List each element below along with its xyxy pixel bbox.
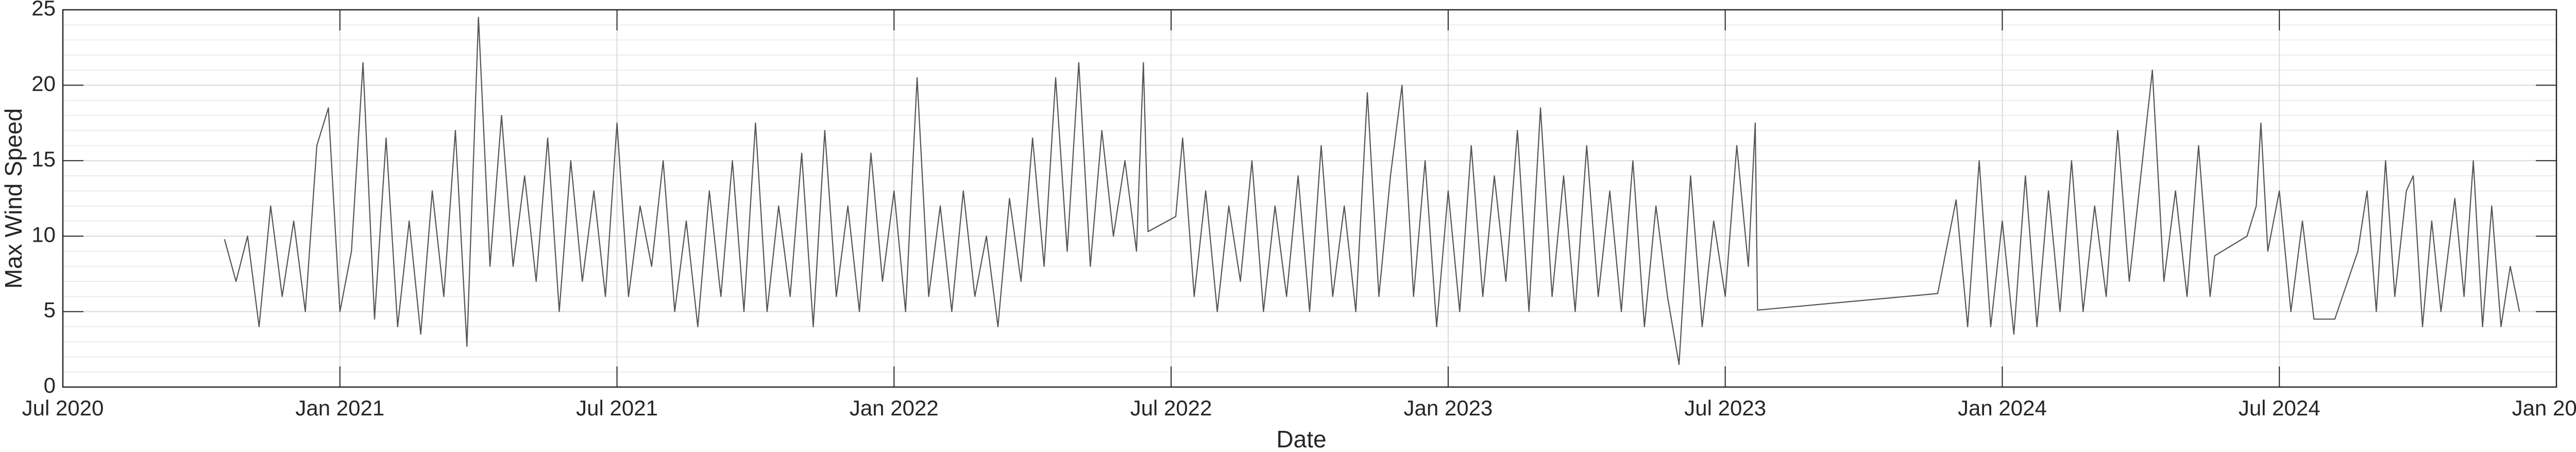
x-tick-label: Jan 2024 — [1958, 396, 2047, 420]
x-tick-label: Jul 2022 — [1130, 396, 1212, 420]
x-tick-label: Jul 2020 — [22, 396, 104, 420]
plot-frame — [62, 9, 2557, 388]
y-axis-label: Max Wind Speed — [0, 108, 27, 289]
y-tick-label: 5 — [44, 298, 56, 322]
x-tick-label: Jul 2023 — [1684, 396, 1766, 420]
y-tick-label: 15 — [31, 147, 56, 171]
y-tick-label: 25 — [31, 0, 56, 20]
data-line — [224, 16, 2520, 365]
x-axis-label: Date — [1276, 426, 1326, 452]
y-tick-label: 20 — [31, 71, 56, 95]
x-tick-label: Jul 2021 — [576, 396, 658, 420]
x-tick-label: Jan 2022 — [850, 396, 939, 420]
y-tick-label: 10 — [31, 222, 56, 246]
x-tick-label: Jan 2021 — [295, 396, 384, 420]
x-tick-label: Jul 2024 — [2239, 396, 2320, 420]
y-tick-label: 0 — [44, 373, 56, 397]
x-tick-label: Jan 2023 — [1403, 396, 1493, 420]
